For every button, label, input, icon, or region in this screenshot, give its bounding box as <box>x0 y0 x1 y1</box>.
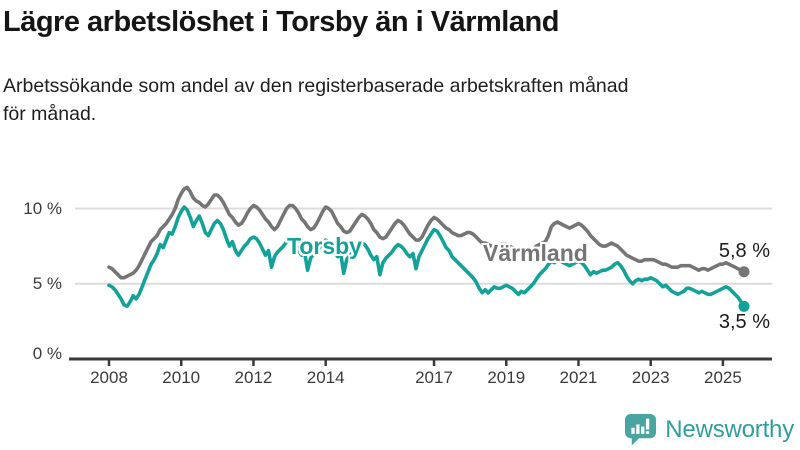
y-tick-label-0: 0 % <box>32 344 62 363</box>
y-tick-label-10: 10 % <box>23 198 62 218</box>
x-tick-label-2012: 2012 <box>234 368 273 387</box>
x-tick-label-2008: 2008 <box>90 368 128 387</box>
x-tick-label-2010: 2010 <box>162 368 201 387</box>
end-dot-värmland <box>738 266 750 278</box>
x-tick-label-2017: 2017 <box>415 368 453 387</box>
newsworthy-wordmark: Newsworthy <box>665 415 794 443</box>
x-tick-label-2023: 2023 <box>631 368 670 387</box>
end-dot-torsby <box>738 300 750 312</box>
series-line-värmland <box>107 185 746 280</box>
x-tick-label-2025: 2025 <box>704 368 742 387</box>
x-tick-label-2021: 2021 <box>559 368 598 387</box>
chart-subtitle: Arbetssökande som andel av den registerb… <box>3 75 629 125</box>
page-title: Lägre arbetslöshet i Torsby än i Värmlan… <box>3 6 559 38</box>
end-value-varmland: 5,8 % <box>718 240 770 262</box>
newsworthy-logo: Newsworthy <box>624 413 794 446</box>
newsworthy-bubble-chart-icon <box>625 413 657 446</box>
series-label-torsby: Torsby <box>287 233 362 259</box>
y-tick-label-5: 5 % <box>32 273 62 293</box>
x-tick-label-2014: 2014 <box>306 368 345 387</box>
series-label-varmland: Värmland <box>483 240 588 266</box>
x-tick-label-2019: 2019 <box>487 368 526 387</box>
series-line-torsby <box>107 205 746 309</box>
end-value-torsby: 3,5 % <box>718 311 770 333</box>
